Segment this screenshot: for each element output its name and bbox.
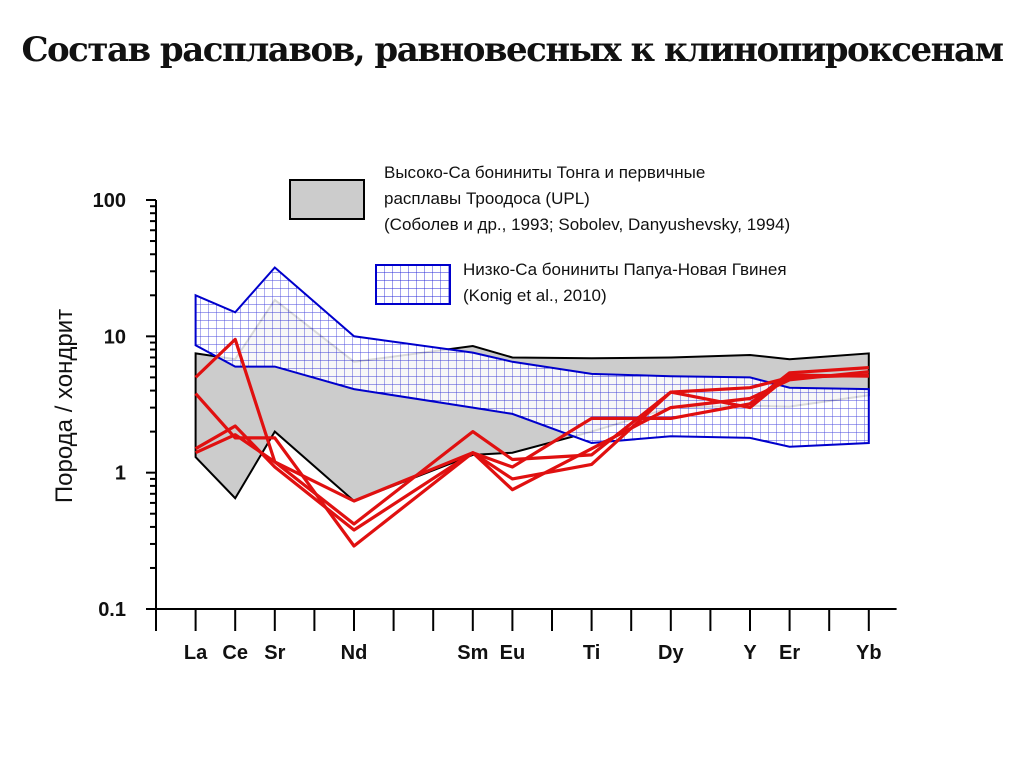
- series-line-2: [194, 373, 869, 548]
- legend-layer: Высоко-Ca бониниты Тонга и первичные расп…: [289, 163, 790, 305]
- legend-swatch-high-ca: [289, 179, 365, 220]
- x-tick-label-la: La: [184, 642, 208, 664]
- legend-label-high-ca: (Соболев и др., 1993; Sobolev, Danyushev…: [384, 215, 790, 234]
- x-tick-label-dy: Dy: [658, 642, 684, 664]
- slide-title: Состав расплавов, равновесных к клинопир…: [21, 30, 1004, 70]
- legend-label-high-ca: Высоко-Ca бониниты Тонга и первичные: [384, 163, 705, 182]
- series-line-4: [194, 373, 869, 526]
- x-tick-label-eu: Eu: [500, 642, 526, 664]
- x-tick-label-nd: Nd: [341, 642, 368, 664]
- x-tick-label-ce: Ce: [222, 642, 248, 664]
- legend-label-low-ca: (Konig et al., 2010): [463, 286, 607, 305]
- y-tick-label: 100: [93, 190, 126, 212]
- x-tick-label-sm: Sm: [457, 642, 488, 664]
- y-tick-label: 0.1: [98, 599, 126, 621]
- x-tick-label-sr: Sr: [264, 642, 285, 664]
- series-layer: [194, 337, 869, 548]
- y-tick-label: 10: [104, 326, 126, 348]
- legend-swatch-low-ca: [375, 264, 451, 305]
- band-low_ca: [194, 266, 870, 448]
- x-tick-label-yb: Yb: [856, 642, 882, 664]
- x-tick-label-er: Er: [779, 642, 800, 664]
- axes-layer: 0.1 1 10 100 La Ce Sr Nd Sm Eu Ti Dy Y Er Yb: [93, 190, 897, 664]
- y-tick-label: 1: [115, 463, 126, 485]
- legend-label-high-ca: расплавы Троодоса (UPL): [384, 189, 590, 208]
- legend-label-low-ca: Низко-Ca бониниты Папуа-Новая Гвинея: [463, 260, 787, 279]
- bands-layer: [194, 266, 870, 503]
- y-axis-label: Порода / хондрит: [51, 309, 78, 503]
- x-tick-label-ti: Ti: [583, 642, 600, 664]
- x-tick-label-y: Y: [743, 642, 757, 664]
